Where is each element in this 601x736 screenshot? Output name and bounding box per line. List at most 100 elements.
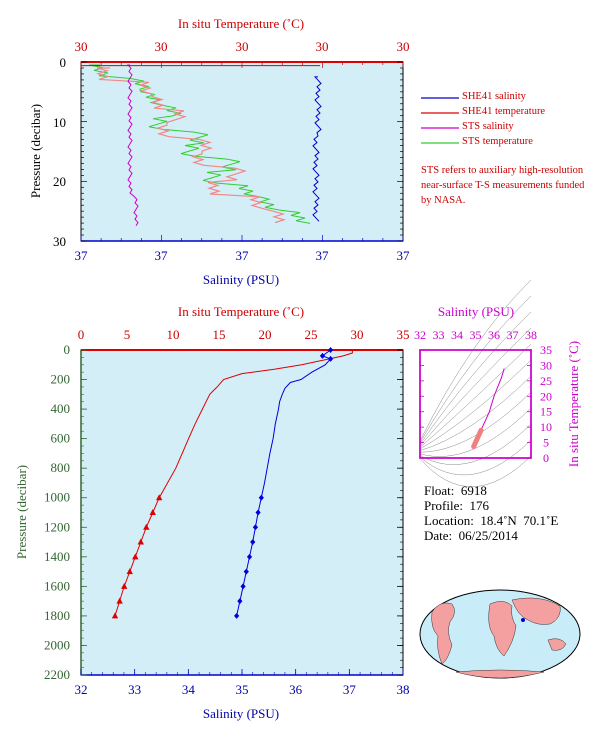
main-panel-top-tick: 30 [351, 327, 364, 342]
temperature-marker [121, 582, 128, 589]
salinity-marker [250, 539, 256, 546]
ts-panel-right-tick: 20 [540, 389, 552, 403]
main-panel-y-tick: 600 [51, 431, 71, 446]
main-panel-y-tick: 0 [64, 342, 71, 357]
salinity-marker [240, 583, 246, 590]
ts-panel-top-tick: 35 [470, 328, 482, 342]
top-panel-y-tick: 20 [53, 174, 66, 189]
profile-number: Profile: 176 [424, 498, 489, 513]
legend-label-sts-salinity: STS salinity [462, 121, 514, 132]
ts-panel-frame [419, 349, 532, 459]
main-panel-bottom-tick: 34 [182, 682, 196, 697]
salinity-marker [319, 352, 326, 359]
ts-density-contour [419, 455, 532, 487]
main-panel-top-tick: 20 [259, 327, 272, 342]
temperature-marker [111, 612, 119, 619]
main-panel-y-ticks: 0 200 400 600 800 1000 1200 1400 1600 1800 2000 220… [44, 342, 403, 682]
top-panel-bottom-tick: 37 [316, 248, 330, 263]
main-panel-y-tick: 2200 [44, 667, 70, 682]
map-land-africa [488, 601, 517, 657]
ts-panel-right-tick: 30 [540, 358, 552, 372]
main-panel-plot-area [80, 349, 404, 676]
salinity-marker [252, 524, 259, 531]
main-panel-bottom-tick: 32 [75, 682, 88, 697]
sts-salinity-line [126, 64, 139, 227]
main-panel-top-tick: 10 [167, 327, 180, 342]
ts-panel-series [471, 368, 505, 450]
main-panel-y-tick: 1000 [44, 490, 70, 505]
top-panel: In situ Temperature (˚C) 30 30 30 30 30 … [28, 16, 410, 287]
main-panel-y-tick: 400 [51, 401, 71, 416]
location: Location: 18.4˚N 70.1˚E [424, 513, 559, 528]
top-panel-minor-ticks [80, 61, 404, 242]
ts-density-contour [419, 439, 532, 476]
main-panel-bottom-axis-label: Salinity (PSU) [203, 706, 279, 721]
world-map [419, 589, 581, 679]
salinity-marker [237, 598, 243, 605]
ts-density-contour [419, 343, 532, 448]
map-land-australia [547, 638, 567, 651]
salinity-marker [255, 509, 261, 516]
salinity-marker [243, 568, 249, 575]
ts-density-contour [419, 359, 532, 450]
temperature-marker [116, 597, 123, 604]
map-land-antarctica [455, 669, 545, 679]
ts-panel-right-tick: 10 [540, 420, 552, 434]
main-panel-y-tick: 1200 [44, 519, 70, 534]
she41-temperature-line [95, 67, 287, 224]
ts-panel-top-axis-label: Salinity (PSU) [438, 304, 514, 319]
main-panel: In situ Temperature (˚C) 0 5 10 15 20 25 30 35 … [14, 304, 410, 721]
ts-density-contour [419, 407, 532, 457]
salinity-marker [258, 494, 264, 501]
top-panel-bottom-tick: 37 [236, 248, 250, 263]
main-panel-y-axis-label: Pressure (decibar) [14, 465, 29, 559]
ts-panel-right-tick: 35 [540, 343, 552, 357]
main-panel-bottom-ticks: 32 33 34 35 36 37 38 [75, 669, 410, 697]
ts-panel-top-tick: 33 [433, 328, 445, 342]
float-number: Float: 6918 [424, 483, 487, 498]
main-panel-bottom-tick: 37 [343, 682, 357, 697]
temperature-marker [132, 553, 139, 560]
date: Date: 06/25/2014 [424, 528, 518, 543]
ts-panel-right-tick: 15 [540, 405, 552, 419]
top-panel-top-tick: 30 [397, 39, 410, 54]
temperature-marker [137, 538, 144, 545]
top-panel-y-tick: 0 [60, 55, 67, 70]
main-panel-y-tick: 1400 [44, 549, 70, 564]
temperature-marker [126, 568, 133, 575]
ts-panel-top-ticks: 32 33 34 35 36 37 38 [414, 328, 537, 458]
main-panel-y-tick: 1600 [44, 578, 70, 593]
main-panel-top-tick: 35 [397, 327, 410, 342]
main-panel-y-tick: 200 [51, 372, 71, 387]
top-panel-bottom-tick: 37 [75, 248, 89, 263]
top-panel-bottom-tick: 37 [397, 248, 411, 263]
ts-panel-top-tick: 32 [414, 328, 426, 342]
top-panel-y-axis-label: Pressure (decibar) [28, 104, 43, 198]
map-land-asia [511, 597, 561, 625]
ts-panel-right-tick: 5 [543, 436, 549, 450]
top-panel-top-axis-label: In situ Temperature (˚C) [178, 16, 304, 31]
salinity-marker [246, 553, 253, 560]
ts-density-contour [419, 375, 532, 451]
main-panel-top-axis-label: In situ Temperature (˚C) [178, 304, 304, 319]
legend-label-she41-salinity: SHE41 salinity [462, 91, 526, 102]
main-panel-bottom-tick: 35 [236, 682, 249, 697]
main-panel-series [111, 347, 353, 619]
ts-density-contour [419, 423, 532, 465]
ts-deep-segment [471, 427, 484, 450]
legend-label-she41-temperature: SHE41 temperature [462, 106, 546, 117]
sts-note: STS refers to auxiliary high-resolution … [421, 165, 585, 206]
ts-panel-density-contours [419, 279, 532, 487]
top-panel-bottom-axis-label: Salinity (PSU) [203, 272, 279, 287]
top-panel-y-tick: 10 [53, 115, 66, 130]
ts-density-contour [419, 295, 532, 443]
ts-panel-top-tick: 38 [525, 328, 537, 342]
top-panel-top-tick: 30 [75, 39, 88, 54]
salinity-marker [327, 347, 334, 353]
top-panel-bottom-tick: 37 [155, 248, 169, 263]
main-panel-top-tick: 15 [213, 327, 226, 342]
temperature-marker [149, 509, 156, 515]
